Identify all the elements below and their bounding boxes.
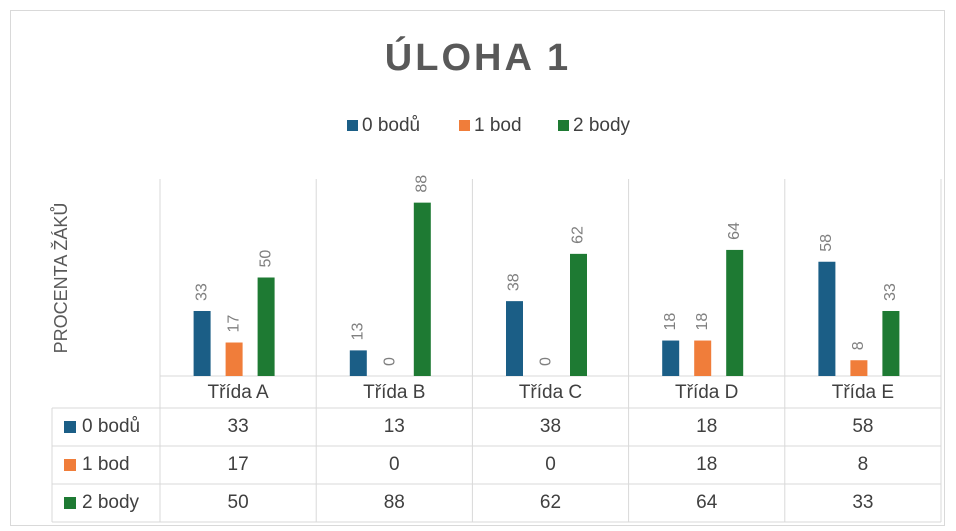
legend-label: 0 bodů: [362, 115, 420, 136]
x-tick-label: Třída A: [207, 382, 269, 403]
legend-label: 1 bod: [474, 115, 522, 136]
table-cell: 38: [540, 416, 561, 437]
table-cell: 62: [540, 492, 561, 513]
bar: [694, 340, 712, 376]
data-label: 50: [257, 250, 274, 268]
data-label: 88: [414, 175, 431, 193]
data-label: 18: [662, 313, 679, 331]
bar: [349, 350, 367, 376]
bar: [225, 342, 243, 376]
data-label: 0: [538, 357, 555, 366]
data-label: 17: [225, 315, 242, 333]
data-label: 62: [570, 226, 587, 244]
table-cell: 64: [696, 492, 718, 513]
data-label: 33: [882, 283, 899, 301]
table-legend-swatch: [64, 421, 76, 433]
data-label: 8: [850, 341, 867, 350]
data-label: 33: [193, 283, 210, 301]
legend-swatch: [347, 120, 358, 131]
table-cell: 17: [228, 454, 249, 475]
chart-title: ÚLOHA 1: [385, 35, 571, 79]
table-row-label: 1 bod: [82, 454, 130, 475]
x-tick-label: Třída B: [363, 382, 425, 403]
legend-swatch: [459, 120, 470, 131]
table-cell: 33: [852, 492, 873, 513]
bar: [726, 249, 744, 376]
table-legend-swatch: [64, 459, 76, 471]
table-cell: 18: [696, 454, 717, 475]
legend-swatch: [558, 120, 569, 131]
table-cell: 50: [228, 492, 249, 513]
x-tick-label: Třída D: [675, 382, 738, 403]
bar: [882, 310, 900, 376]
bar: [570, 253, 587, 376]
data-label: 58: [818, 234, 835, 252]
y-axis-label: PROCENTA ŽÁKŮ: [50, 203, 71, 354]
bar: [413, 202, 431, 376]
bar: [662, 340, 680, 376]
data-label: 13: [350, 322, 367, 340]
table-cell: 58: [852, 416, 873, 437]
data-label: 38: [506, 273, 523, 291]
table-legend-swatch: [64, 497, 76, 509]
bar: [193, 310, 211, 376]
bar: [818, 261, 836, 376]
table-row-label: 0 bodů: [82, 416, 140, 437]
x-tick-label: Třída C: [519, 382, 582, 403]
x-tick-label: Třída E: [832, 382, 894, 403]
data-label: 64: [726, 222, 743, 240]
table-cell: 8: [858, 454, 869, 475]
table-cell: 33: [228, 416, 249, 437]
chart-frame: [10, 10, 945, 526]
table-cell: 13: [384, 416, 405, 437]
table-cell: 88: [384, 492, 405, 513]
table-cell: 0: [545, 454, 556, 475]
table-row-label: 2 body: [82, 492, 140, 513]
table-cell: 0: [389, 454, 400, 475]
data-label: 0: [382, 357, 399, 366]
bar: [850, 360, 868, 376]
bar: [506, 301, 523, 376]
table-cell: 18: [696, 416, 717, 437]
legend-label: 2 body: [573, 115, 631, 136]
data-label: 18: [694, 313, 711, 331]
bar: [257, 277, 275, 376]
